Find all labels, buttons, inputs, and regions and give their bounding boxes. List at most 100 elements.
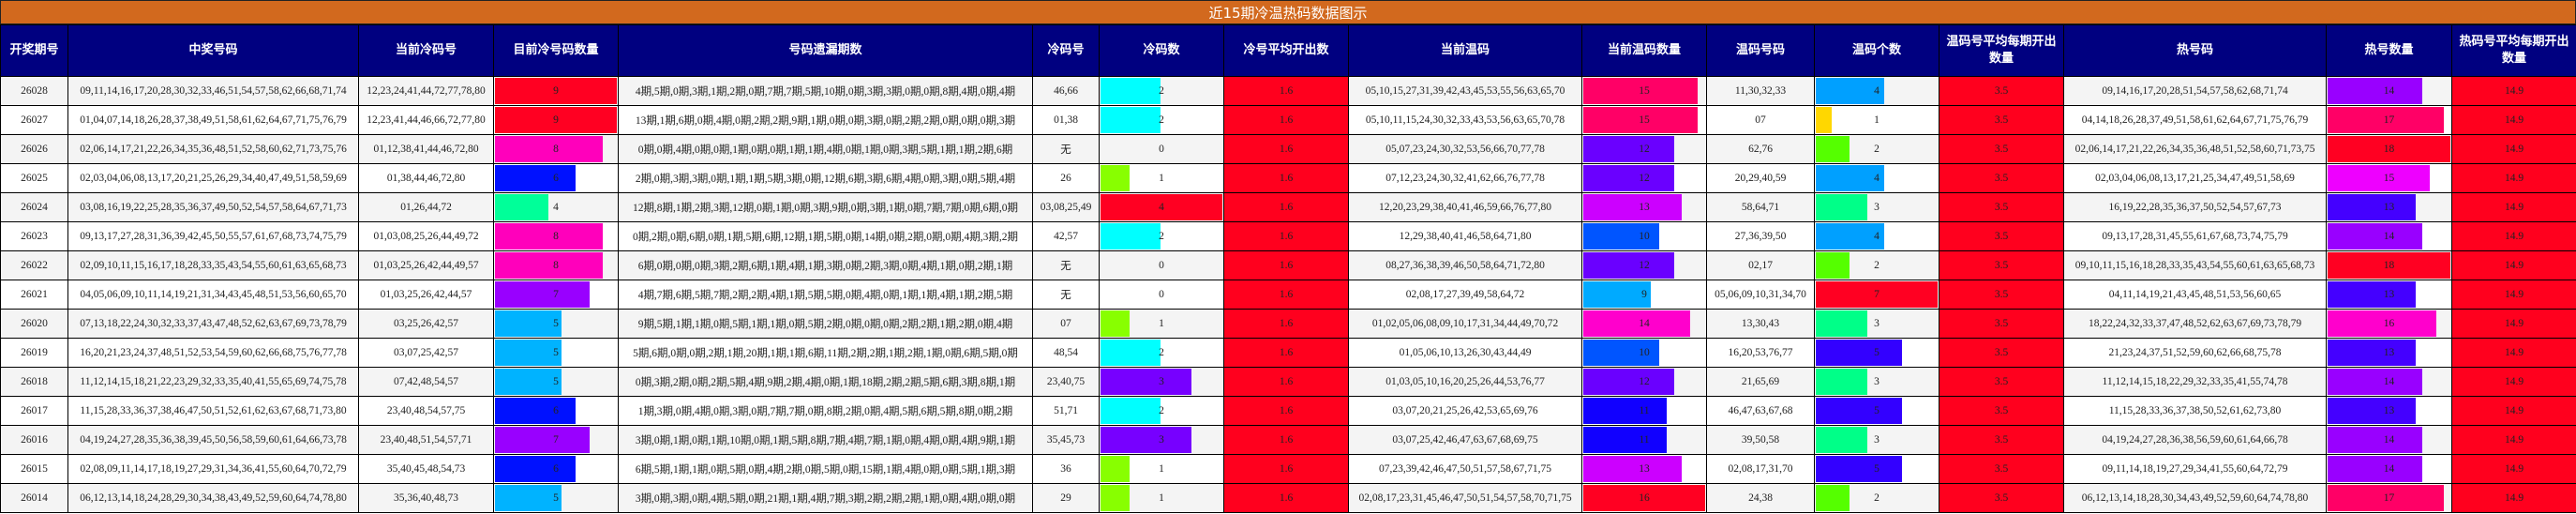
- hot-codes-cell: 21,23,24,37,51,52,59,60,62,66,68,75,78: [2063, 338, 2327, 368]
- warm-codes-cell: 21,65,69: [1706, 367, 1815, 397]
- current-warm-codes-cell: 01,03,05,10,16,20,25,26,44,53,76,77: [1348, 367, 1582, 397]
- bar-fill: [2328, 78, 2423, 104]
- cold-average-cell: 1.6: [1223, 425, 1349, 455]
- bar-fill: [1816, 427, 1867, 453]
- warm-count-bar: 5: [1814, 454, 1939, 484]
- cold-codes-cell: 51,71: [1032, 396, 1100, 426]
- cold-warm-hot-table: 开奖期号 中奖号码 当前冷码号 目前冷号码数量 号码遗漏期数 冷码号 冷码数 冷号平均开出数当…: [0, 24, 2576, 513]
- missed-periods-cell: 2期,0期,3期,3期,0期,1期,1期,5期,3期,0期,12期,6期,3期,…: [618, 163, 1033, 193]
- bar-value: 1: [1159, 318, 1164, 329]
- bar-fill: [2328, 310, 2437, 337]
- hot-average-cell: 14.9: [2451, 309, 2576, 339]
- missed-periods-cell: 6期,0期,0期,0期,3期,2期,6期,1期,4期,1期,3期,0期,2期,3…: [618, 250, 1033, 280]
- warm-count-bar: 3: [1814, 309, 1939, 339]
- cold-average-cell: 1.6: [1223, 367, 1349, 397]
- period-cell: 26019: [0, 338, 68, 368]
- current-cold-codes-cell: 01,12,38,41,44,46,72,80: [358, 134, 494, 164]
- current-cold-codes-cell: 01,03,08,25,26,44,49,72: [358, 221, 494, 251]
- bar-value: 14: [2383, 85, 2395, 97]
- bar-fill: [1583, 310, 1690, 337]
- bar-fill: [1101, 369, 1191, 395]
- hot-average-cell: 14.9: [2451, 250, 2576, 280]
- bar-fill: [1583, 252, 1674, 279]
- hot-quantity-bar: 14: [2326, 454, 2452, 484]
- bar-value: 7: [553, 434, 559, 446]
- missed-periods-cell: 0期,0期,4期,0期,0期,1期,0期,0期,1期,1期,4期,0期,1期,0…: [618, 134, 1033, 164]
- cold-quantity-bar: 9: [493, 105, 619, 135]
- bar-value: 0: [1159, 289, 1164, 300]
- hot-average-cell: 14.9: [2451, 483, 2576, 513]
- current-warm-codes-cell: 03,07,25,42,46,47,63,67,68,69,75: [1348, 425, 1582, 455]
- table-row: 26020 07,13,18,22,24,30,32,33,37,43,47,48…: [0, 309, 2576, 339]
- bar-value: 17: [2383, 492, 2395, 504]
- cold-quantity-bar: 7: [493, 425, 619, 455]
- cold-count-bar: 0: [1099, 250, 1224, 280]
- warm-average-cell: 3.5: [1939, 396, 2064, 426]
- warm-count-bar: 3: [1814, 425, 1939, 455]
- winning-numbers-cell: 16,20,21,23,24,37,48,51,52,53,54,59,60,6…: [67, 338, 359, 368]
- hot-average-cell: 14.9: [2451, 338, 2576, 368]
- warm-quantity-bar: 14: [1581, 309, 1707, 339]
- hot-average-cell: 14.9: [2451, 367, 2576, 397]
- bar-value: 4: [553, 202, 559, 213]
- cold-codes-cell: 无: [1032, 280, 1100, 310]
- period-cell: 26025: [0, 163, 68, 193]
- bar-value: 5: [553, 376, 559, 387]
- warm-quantity-bar: 9: [1581, 280, 1707, 310]
- bar-fill: [1583, 485, 1705, 511]
- cold-average-cell: 1.6: [1223, 483, 1349, 513]
- bar-value: 6: [553, 173, 559, 184]
- bar-value: 5: [553, 492, 559, 504]
- table-row: 26019 16,20,21,23,24,37,48,51,52,53,54,59…: [0, 338, 2576, 368]
- hot-average-cell: 14.9: [2451, 280, 2576, 310]
- bar-fill: [1816, 252, 1850, 279]
- current-cold-codes-cell: 01,26,44,72: [358, 192, 494, 222]
- bar-fill: [1101, 310, 1130, 337]
- cold-quantity-bar: 8: [493, 250, 619, 280]
- warm-average-cell: 3.5: [1939, 309, 2064, 339]
- warm-average-cell: 3.5: [1939, 454, 2064, 484]
- missed-periods-cell: 4期,5期,0期,3期,1期,2期,0期,7期,7期,5期,10期,0期,3期,…: [618, 76, 1033, 106]
- warm-quantity-bar: 10: [1581, 338, 1707, 368]
- current-cold-codes-cell: 12,23,24,41,44,72,77,78,80: [358, 76, 494, 106]
- bar-value: 2: [1159, 231, 1164, 242]
- hot-codes-cell: 11,15,28,33,36,37,38,50,52,61,62,73,80: [2063, 396, 2327, 426]
- bar-fill: [2328, 340, 2417, 366]
- warm-average-cell: 3.5: [1939, 134, 2064, 164]
- bar-value: 3: [1159, 434, 1164, 446]
- warm-average-cell: 3.5: [1939, 76, 2064, 106]
- missed-periods-cell: 5期,6期,0期,0期,2期,1期,20期,1期,1期,6期,11期,2期,2期…: [618, 338, 1033, 368]
- period-cell: 26023: [0, 221, 68, 251]
- warm-average-cell: 3.5: [1939, 338, 2064, 368]
- hot-average-cell: 14.9: [2451, 163, 2576, 193]
- cold-codes-cell: 23,40,75: [1032, 367, 1100, 397]
- winning-numbers-cell: 04,05,06,09,10,11,14,19,21,31,34,43,45,4…: [67, 280, 359, 310]
- bar-value: 0: [1159, 260, 1164, 271]
- cold-count-bar: 2: [1099, 105, 1224, 135]
- missed-periods-cell: 4期,7期,6期,5期,7期,2期,2期,4期,1期,5期,5期,0期,4期,0…: [618, 280, 1033, 310]
- bar-fill: [1101, 107, 1161, 133]
- warm-codes-cell: 27,36,39,50: [1706, 221, 1815, 251]
- hot-codes-cell: 11,12,14,15,18,22,29,32,33,35,41,55,74,7…: [2063, 367, 2327, 397]
- bar-value: 2: [1874, 144, 1880, 155]
- bar-value: 11: [1639, 405, 1650, 416]
- cold-quantity-bar: 8: [493, 221, 619, 251]
- cold-codes-cell: 无: [1032, 250, 1100, 280]
- current-warm-codes-cell: 12,29,38,40,41,46,58,64,71,80: [1348, 221, 1582, 251]
- cold-count-bar: 1: [1099, 163, 1224, 193]
- warm-codes-cell: 20,29,40,59: [1706, 163, 1815, 193]
- cold-count-bar: 3: [1099, 367, 1224, 397]
- bar-fill: [1583, 107, 1698, 133]
- warm-quantity-bar: 12: [1581, 367, 1707, 397]
- period-cell: 26015: [0, 454, 68, 484]
- winning-numbers-cell: 02,06,14,17,21,22,26,34,35,36,48,51,52,5…: [67, 134, 359, 164]
- current-cold-codes-cell: 23,40,48,51,54,57,71: [358, 425, 494, 455]
- cold-count-bar: 1: [1099, 454, 1224, 484]
- bar-fill: [1583, 456, 1683, 482]
- warm-quantity-bar: 11: [1581, 425, 1707, 455]
- bar-value: 4: [1874, 173, 1880, 184]
- column-header: 当前冷码号: [358, 24, 494, 77]
- table-row: 26018 11,12,14,15,18,21,22,23,29,32,33,35…: [0, 367, 2576, 397]
- bar-fill: [495, 398, 576, 424]
- cold-codes-cell: 无: [1032, 134, 1100, 164]
